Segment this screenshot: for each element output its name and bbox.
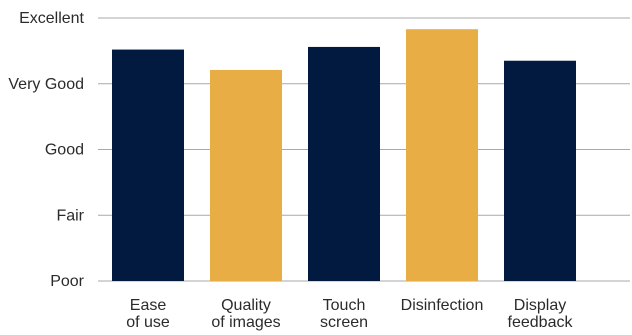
y-tick-label: Fair xyxy=(56,207,84,224)
bar xyxy=(112,49,184,282)
bar-layer xyxy=(112,29,576,282)
bar xyxy=(406,29,478,281)
y-tick-label: Poor xyxy=(50,273,84,290)
y-axis-ticks: Poor Fair Good Very Good Excellent xyxy=(8,10,84,290)
x-category-label: Disinfection xyxy=(401,297,484,314)
bar xyxy=(504,60,576,281)
bar xyxy=(210,69,282,281)
x-category-label: Touch screen xyxy=(320,297,368,331)
y-tick-label: Very Good xyxy=(8,76,84,93)
x-category-label: Quality of images xyxy=(211,297,280,331)
bar xyxy=(308,46,380,282)
y-tick-label: Excellent xyxy=(19,10,84,27)
x-category-label: Ease of use xyxy=(126,297,170,331)
y-tick-label: Good xyxy=(45,142,84,159)
x-axis-labels: Ease of use Quality of images Touch screen Dis… xyxy=(126,297,573,331)
x-category-label: Display feedback xyxy=(508,297,574,331)
